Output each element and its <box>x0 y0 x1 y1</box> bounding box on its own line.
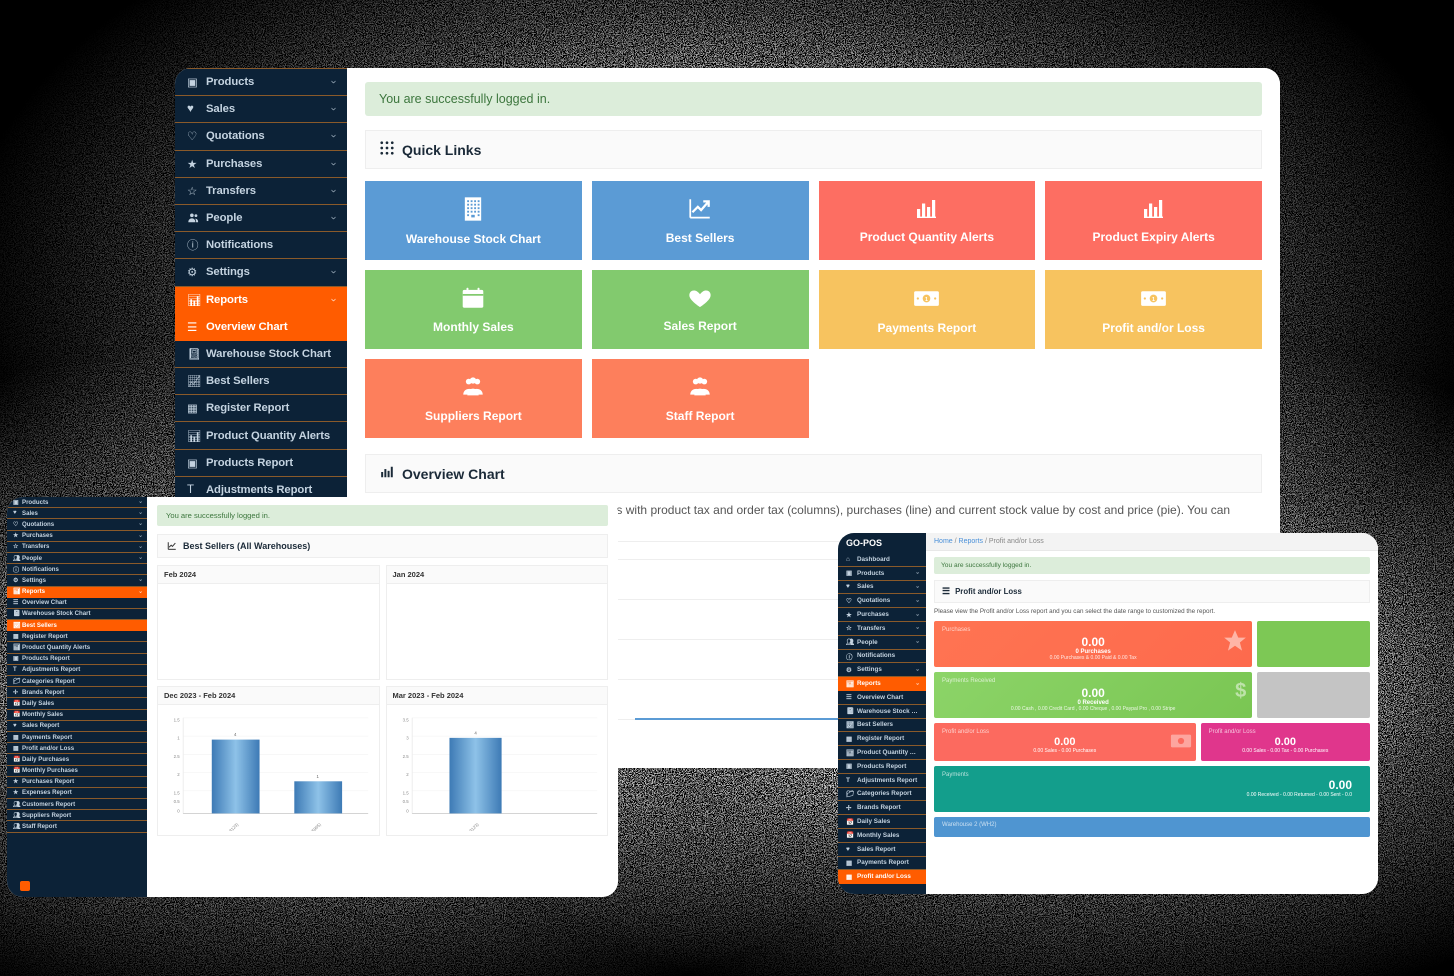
svg-text:1.5: 1.5 <box>402 790 409 795</box>
svg-text:1.5: 1.5 <box>174 717 181 722</box>
svg-text:BIG (865965): BIG (865965) <box>300 822 322 831</box>
svg-text:1: 1 <box>1152 297 1155 303</box>
svg-text:0.5: 0.5 <box>174 799 181 804</box>
svg-text:0.5: 0.5 <box>402 799 409 804</box>
svg-text:1: 1 <box>925 297 928 303</box>
svg-text:1: 1 <box>177 736 180 741</box>
svg-text:3.5: 3.5 <box>402 717 409 722</box>
svg-text:2.5: 2.5 <box>174 754 181 759</box>
svg-text:2.5: 2.5 <box>402 754 409 759</box>
svg-text:Sugar (113123): Sugar (113123) <box>455 822 480 831</box>
svg-text:1.5: 1.5 <box>174 790 181 795</box>
svg-text:0: 0 <box>406 809 409 814</box>
svg-text:3: 3 <box>406 736 409 741</box>
svg-text:4: 4 <box>474 730 477 735</box>
svg-text:1: 1 <box>317 774 320 779</box>
svg-text:0: 0 <box>177 809 180 814</box>
svg-text:4: 4 <box>234 732 237 737</box>
svg-text:2: 2 <box>177 772 180 777</box>
svg-text:2: 2 <box>406 772 409 777</box>
svg-text:Sugar (113123): Sugar (113123) <box>215 822 240 831</box>
